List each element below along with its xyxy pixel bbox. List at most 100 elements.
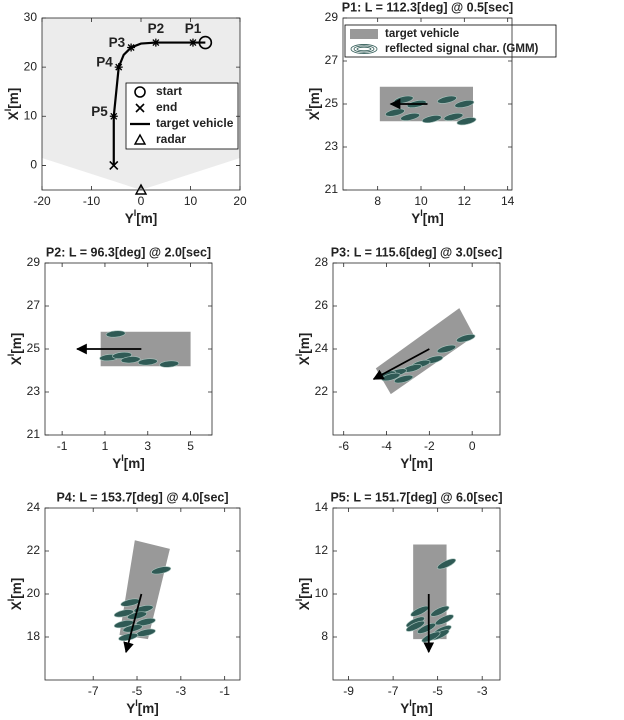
axis-label-base: Y xyxy=(400,456,409,471)
axis-label: XI[m] xyxy=(304,88,321,121)
y-tick-label: 23 xyxy=(325,139,339,153)
axis-label: YI[m] xyxy=(126,698,159,715)
axis-label: YI[m] xyxy=(400,698,433,715)
legend-label: reflected signal char. (GMM) xyxy=(385,43,539,55)
gmm-ellipse xyxy=(120,356,141,364)
gmm-ellipse xyxy=(421,115,442,124)
y-tick-label: 24 xyxy=(27,500,41,514)
y-tick-label: 10 xyxy=(315,586,329,600)
y-tick-label: 25 xyxy=(27,341,41,355)
waypoint-marker xyxy=(114,63,123,72)
axis-label-unit: [m] xyxy=(138,701,159,716)
y-tick-label: 27 xyxy=(27,298,41,312)
y-tick-label: 20 xyxy=(27,586,41,600)
axis-label: YI[m] xyxy=(112,453,145,470)
waypoint-label: P4 xyxy=(96,55,113,70)
legend-symbol xyxy=(135,103,145,113)
y-tick-label: 22 xyxy=(315,384,329,398)
y-tick-label: 21 xyxy=(27,427,41,441)
axis-label-sup: I xyxy=(409,698,412,708)
gmm-ellipse xyxy=(400,112,421,121)
axis-label-unit: [m] xyxy=(307,88,322,109)
y-tick-label: 28 xyxy=(315,255,329,269)
gmm-ellipse xyxy=(159,360,180,368)
legend-box xyxy=(344,24,557,58)
gmm-ellipse xyxy=(385,108,405,117)
x-tick-label: -3 xyxy=(477,684,488,698)
axis-label-base: Y xyxy=(112,456,121,471)
axis-label-sup: I xyxy=(121,453,124,463)
axis-label: YI[m] xyxy=(125,208,158,225)
axis-label-sup: I xyxy=(304,109,314,112)
x-tick-label: 10 xyxy=(184,194,198,208)
axis-label-base: X xyxy=(9,601,24,610)
legend-symbol xyxy=(133,133,147,145)
gmm-ellipse xyxy=(443,112,464,121)
y-tick-label: 18 xyxy=(27,629,41,643)
legend-symbol xyxy=(356,46,372,52)
axis-label-base: Y xyxy=(125,211,134,226)
axis-label-base: Y xyxy=(411,211,420,226)
gmm-ellipse xyxy=(437,558,457,570)
x-tick-label: -1 xyxy=(219,684,230,698)
waypoint-label: P1 xyxy=(185,21,202,36)
axis-label: YI[m] xyxy=(400,453,433,470)
waypoint-marker xyxy=(127,43,136,52)
gmm-ellipse xyxy=(454,99,475,109)
x-tick-label: 14 xyxy=(501,194,515,208)
x-tick-label: -10 xyxy=(83,194,101,208)
axis-label: XI[m] xyxy=(3,88,20,121)
x-tick-label: -9 xyxy=(343,684,354,698)
y-tick-label: 21 xyxy=(325,182,339,196)
x-tick-label: -7 xyxy=(88,684,99,698)
axis-label: XI[m] xyxy=(6,578,23,611)
x-tick-label: 12 xyxy=(458,194,472,208)
axis-label-sup: I xyxy=(3,109,13,112)
axis-label-unit: [m] xyxy=(124,456,145,471)
axis-label: XI[m] xyxy=(6,333,23,366)
axis-label-sup: I xyxy=(409,453,412,463)
gmm-ellipse xyxy=(456,334,476,343)
chart-title: P1: L = 112.3[deg] @ 0.5[sec] xyxy=(342,0,513,14)
axis-label: YI[m] xyxy=(411,208,444,225)
gmm-ellipse xyxy=(430,605,450,617)
x-tick-label: -1 xyxy=(57,439,68,453)
x-tick-label: 5 xyxy=(187,439,194,453)
axis-label-sup: I xyxy=(6,354,16,357)
x-tick-label: -6 xyxy=(338,439,349,453)
axis-label: XI[m] xyxy=(294,333,311,366)
axis-label-sup: I xyxy=(420,208,423,218)
gmm-ellipse xyxy=(405,620,425,632)
y-tick-label: 14 xyxy=(315,500,329,514)
x-tick-label: -2 xyxy=(424,439,435,453)
waypoint-label: P5 xyxy=(91,104,108,119)
gmm-ellipse xyxy=(437,95,457,104)
axis-label-unit: [m] xyxy=(297,333,312,354)
radar-marker xyxy=(134,183,148,195)
x-tick-label: 0 xyxy=(138,194,145,208)
y-tick-label: 29 xyxy=(325,10,339,24)
waypoint-marker xyxy=(109,112,118,121)
axis-label-unit: [m] xyxy=(9,578,24,599)
y-tick-label: 29 xyxy=(27,255,41,269)
axis-label-sup: I xyxy=(135,698,138,708)
axis-label-sup: I xyxy=(134,208,137,218)
axis-label-base: Y xyxy=(400,701,409,716)
gmm-ellipse xyxy=(436,344,457,354)
legend-label: target vehicle xyxy=(385,28,459,40)
start-marker xyxy=(198,35,213,50)
legend-symbol xyxy=(350,44,378,54)
axis-label-base: X xyxy=(9,356,24,365)
legend-symbol xyxy=(350,29,378,39)
x-tick-label: 20 xyxy=(233,194,247,208)
y-tick-label: 10 xyxy=(24,108,38,122)
x-tick-label: -7 xyxy=(388,684,399,698)
gmm-ellipse xyxy=(135,617,156,626)
heading-arrow xyxy=(123,593,143,654)
x-tick-label: -4 xyxy=(381,439,392,453)
axis-label-unit: [m] xyxy=(9,333,24,354)
waypoint-label: P2 xyxy=(148,21,165,36)
gmm-ellipse xyxy=(105,330,126,338)
